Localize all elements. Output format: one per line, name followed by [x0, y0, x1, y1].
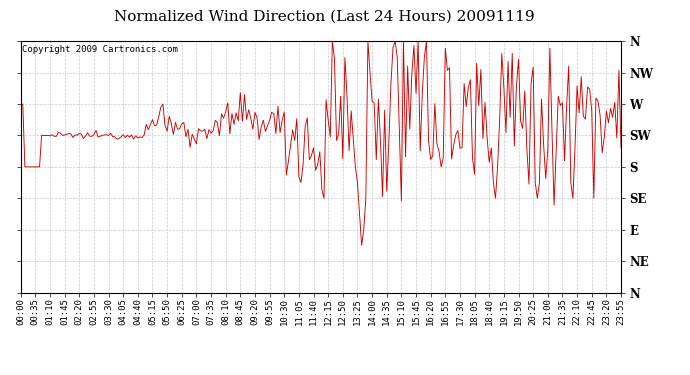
Text: Copyright 2009 Cartronics.com: Copyright 2009 Cartronics.com [22, 45, 178, 54]
Text: Normalized Wind Direction (Last 24 Hours) 20091119: Normalized Wind Direction (Last 24 Hours… [114, 9, 535, 23]
